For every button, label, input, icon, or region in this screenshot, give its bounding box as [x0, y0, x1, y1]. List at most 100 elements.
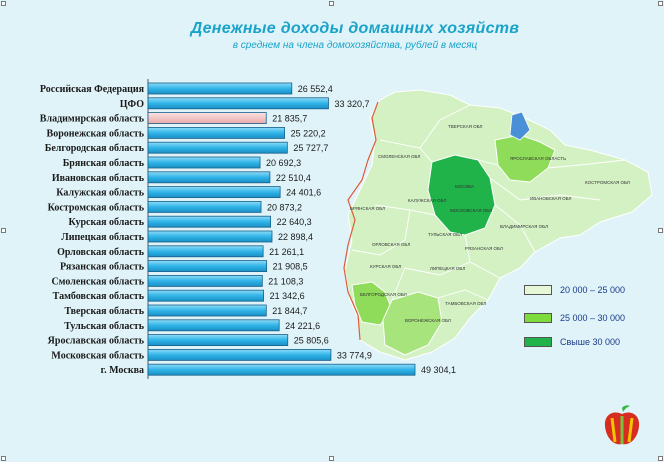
value-label: 26 552,4 [298, 84, 333, 94]
bar [147, 334, 289, 347]
category-label: г. Москва [101, 365, 144, 376]
bar [147, 215, 272, 228]
map-region-label: ИВАНОВСКАЯ ОБЛ [530, 196, 572, 201]
legend-swatch [524, 313, 552, 323]
category-label: Владимирская область [40, 114, 145, 125]
bar [147, 260, 268, 273]
bar [147, 156, 261, 169]
category-label: Смоленская область [51, 276, 144, 287]
resize-handle[interactable] [1, 456, 6, 461]
value-label: 22 898,4 [278, 232, 313, 242]
category-label: Ярославская область [48, 336, 145, 347]
value-label: 25 805,6 [294, 336, 329, 346]
map-region-label: БРЯНСКАЯ ОБЛ [350, 206, 385, 211]
category-label: Калужская область [56, 188, 144, 199]
bar [147, 245, 264, 258]
bar [147, 97, 329, 110]
legend-label: 25 000 – 30 000 [560, 313, 626, 323]
map-region-voronezh [382, 291, 443, 356]
map-border [343, 101, 379, 341]
map-region-label: ОРЛОВСКАЯ ОБЛ [372, 242, 410, 247]
bar [147, 319, 280, 332]
value-label: 22 640,3 [277, 217, 312, 227]
map-region-label: ЯРОСЛАВСКАЯ ОБЛАСТЬ [510, 156, 566, 161]
value-label: 22 510,4 [276, 173, 311, 183]
bar [147, 141, 288, 154]
map-region-moscow-obl [427, 154, 496, 236]
category-label: Липецкая область [61, 232, 144, 243]
value-label: 25 220,2 [291, 128, 326, 138]
value-label: 33 774,9 [337, 350, 372, 360]
category-label: Тамбовская область [53, 291, 145, 302]
map-region-kostroma-hint [509, 111, 531, 141]
bar [147, 200, 262, 213]
value-label: 21 261,1 [269, 247, 304, 257]
chart-title: Денежные доходы домашних хозяйств [190, 20, 520, 37]
resize-handle[interactable] [1, 1, 6, 6]
category-label: Тверская область [64, 306, 144, 317]
chart-subtitle: в среднем на члена домохозяйства, рублей… [232, 40, 478, 51]
legend-label: Свыше 30 000 [560, 337, 621, 347]
value-label: 21 342,6 [270, 291, 305, 301]
bar [147, 363, 416, 376]
map-region-label: РЯЗАНСКАЯ ОБЛ [465, 246, 503, 251]
resize-handle[interactable] [329, 456, 334, 461]
resize-handle[interactable] [1, 228, 6, 233]
map-region-label: МОСКОВСКАЯ ОБЛ [450, 208, 492, 213]
map-region-label: КАЛУЖСКАЯ ОБЛ [408, 198, 446, 203]
map-internal-borders [351, 104, 626, 301]
legend-swatch [524, 285, 552, 295]
map-region-label: ВЛАДИМИРСКАЯ ОБЛ [500, 224, 548, 229]
value-label: 20 692,3 [266, 158, 301, 168]
value-label: 25 727,7 [293, 143, 328, 153]
bar [147, 112, 267, 124]
value-label: 20 873,2 [267, 202, 302, 212]
category-label: Орловская область [57, 247, 145, 258]
map-region-label: ВОРОНЕЖСКАЯ ОБЛ [405, 318, 451, 323]
map-region-label: БЕЛГОРОДСКАЯ ОБЛ [360, 292, 407, 297]
value-label: 21 844,7 [272, 306, 307, 316]
bar [147, 82, 293, 95]
value-label: 21 108,3 [268, 276, 303, 286]
map-region-label: КУРСКАЯ ОБЛ [370, 264, 401, 269]
category-label: Ивановская область [52, 173, 145, 184]
bar [147, 289, 264, 302]
category-label: Воронежская область [47, 128, 145, 139]
category-label: Московская область [51, 350, 144, 361]
value-label: 21 835,7 [272, 114, 307, 124]
category-label: Российская Федерация [40, 84, 145, 95]
map-region-label: ТУЛЬСКАЯ ОБЛ [428, 232, 462, 237]
value-label: 21 908,5 [273, 262, 308, 272]
bar [147, 127, 285, 139]
category-label: Тульская область [64, 321, 144, 332]
bar [147, 304, 267, 317]
bar [147, 230, 273, 243]
resize-handle[interactable] [658, 456, 663, 461]
bar [147, 274, 263, 287]
region-map: ТВЕРСКАЯ ОБЛ ЯРОСЛАВСКАЯ ОБЛАСТЬ КОСТРОМСК… [343, 89, 653, 361]
category-label: Курская область [68, 217, 144, 228]
map-region-label: ЛИПЕЦКАЯ ОБЛ [430, 266, 465, 271]
value-label: 24 221,6 [285, 321, 320, 331]
map-region-label: КОСТРОМСКАЯ ОБЛ [585, 180, 630, 185]
resize-handle[interactable] [658, 228, 663, 233]
bar [147, 348, 332, 361]
category-label: Рязанская область [60, 262, 145, 273]
resize-handle[interactable] [329, 1, 334, 6]
category-label: Белгородская область [45, 143, 145, 154]
resize-handle[interactable] [658, 1, 663, 6]
category-label: Брянская область [63, 158, 145, 169]
legend-label: 20 000 – 25 000 [560, 285, 626, 295]
bar [147, 171, 271, 184]
map-region-labels: ТВЕРСКАЯ ОБЛ ЯРОСЛАВСКАЯ ОБЛАСТЬ КОСТРОМСК… [350, 124, 630, 323]
value-label: 33 320,7 [334, 99, 369, 109]
map-region-label: ТАМБОВСКАЯ ОБЛ [445, 301, 486, 306]
apple-logo-icon [604, 405, 640, 445]
map-region-label: ТВЕРСКАЯ ОБЛ [448, 124, 483, 129]
value-label: 24 401,6 [286, 188, 321, 198]
legend-swatch [524, 337, 552, 347]
map-region-label: МОСКВА [455, 184, 474, 189]
bar-series: Российская Федерация 26 552,4 ЦФО 33 320,7 В… [40, 79, 456, 379]
